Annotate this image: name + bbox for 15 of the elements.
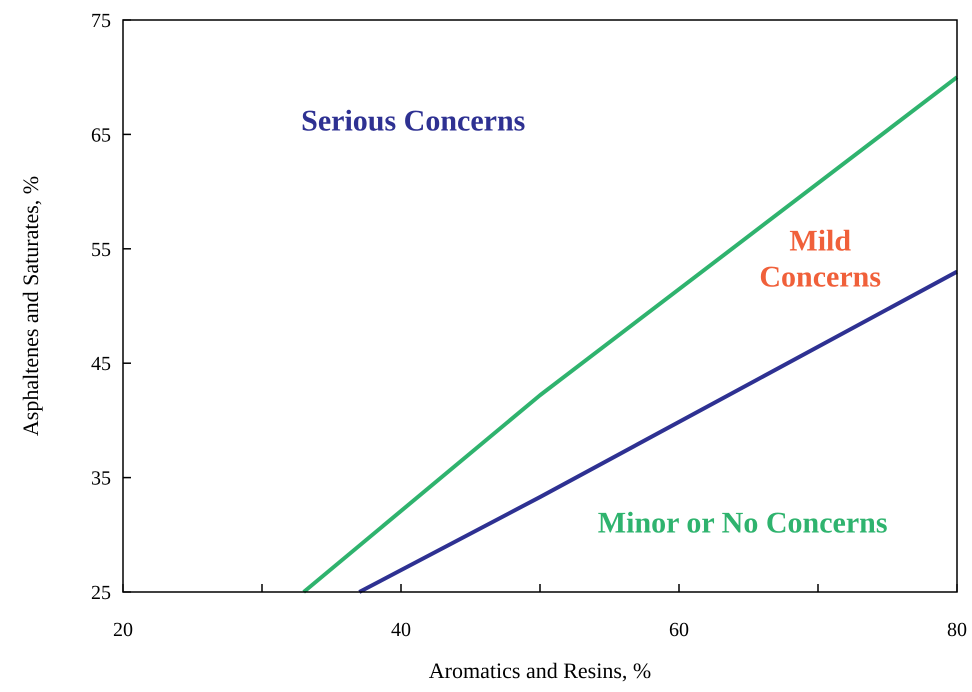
y-tick-label: 45 [91,353,111,376]
annotation: Mild Concerns [759,224,882,294]
x-axis-title: Aromatics and Resins, % [428,658,652,683]
annotation: Minor or No Concerns [598,506,888,540]
y-axis-title: Asphaltenes and Saturates, % [18,176,43,436]
x-tick-label: 40 [391,619,411,641]
annotation: Serious Concerns [301,104,526,138]
x-tick-label: 80 [947,619,967,641]
y-tick-label: 65 [91,124,111,146]
y-tick-label: 35 [91,468,111,490]
x-tick-label: 60 [669,619,689,641]
x-tick-label: 20 [113,619,133,641]
y-tick-label: 55 [91,238,111,261]
y-tick-label: 25 [91,582,111,604]
y-tick-label: 75 [91,10,111,32]
